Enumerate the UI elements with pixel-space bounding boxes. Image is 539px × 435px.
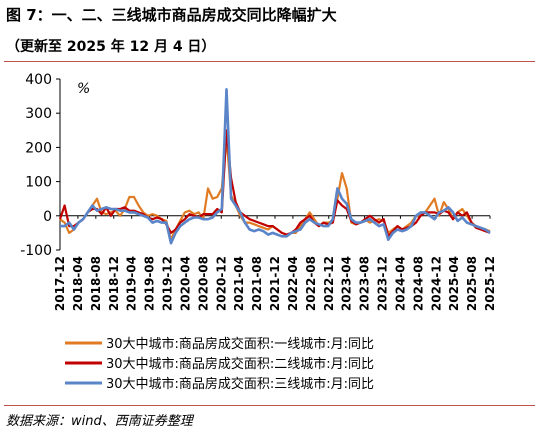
figure-title: 图 7：一、二、三线城市商品房成交同比降幅扩大 [6,6,337,24]
legend-label-3: 30大中城市:商品房成交面积:三线城市:月:同比 [106,376,374,392]
x-tick-label: 2020-04 [178,256,192,311]
x-tick-label: 2020-08 [196,256,210,311]
x-tick-label: 2022-04 [286,256,300,311]
x-tick-label: 2018-12 [107,256,121,311]
x-tick-label: 2021-08 [250,256,264,311]
x-tick-label: 2018-04 [71,256,85,311]
x-tick-label: 2018-08 [89,256,103,311]
source-note: 数据来源：wind、西南证券整理 [6,414,193,429]
series-line-2 [58,129,491,238]
legend-label-1: 30大中城市:商品房成交面积:一线城市:月:同比 [106,336,374,352]
unit-label: % [77,81,90,97]
x-tick-label: 2021-12 [268,256,282,311]
x-tick-label: 2025-04 [447,256,461,311]
x-tick-label: 2023-08 [358,256,372,311]
x-tick-label: 2025-08 [465,256,479,311]
top-divider [4,61,535,62]
series-line-3 [60,88,491,245]
x-tick-label: 2022-08 [304,256,318,311]
x-tick-label: 2019-04 [125,256,139,311]
x-tick-label: 2025-12 [483,256,497,311]
x-tick-label: 2019-08 [143,256,157,311]
x-tick-label: 2017-12 [53,256,67,311]
y-tick-label: 400 [25,72,52,88]
y-tick-label: -100 [20,243,52,259]
bottom-divider [4,405,535,406]
figure-subtitle: （更新至 2025 年 12 月 4 日） [6,39,216,55]
x-tick-label: 2024-08 [411,256,425,311]
y-tick-label: 300 [25,106,52,122]
series-line-1 [59,136,491,241]
x-axis: 2017-12 2018-04 2018-08 2018-12 2019-04 2019-… [53,215,497,311]
x-tick-label: 2019-12 [161,256,175,311]
y-tick-label: 200 [25,140,52,156]
x-tick-label: 2021-04 [232,256,246,311]
y-tick-label: 100 [25,175,52,191]
x-tick-label: 2023-12 [376,256,390,311]
x-tick-label: 2024-12 [429,256,443,311]
y-axis: -100 0 100 200 300 400% [20,72,90,259]
x-tick-label: 2022-12 [322,256,336,311]
legend-label-2: 30大中城市:商品房成交面积:二线城市:月:同比 [106,356,374,372]
x-tick-label: 2024-04 [393,256,407,311]
line-chart: -100 0 100 200 300 400% 2017-12 2018-04 2018-08… [20,72,497,392]
legend: 30大中城市:商品房成交面积:一线城市:月:同比 30大中城市:商品房成交面积:二… [65,336,374,392]
x-tick-label: 2023-04 [340,256,354,311]
y-tick-label: 0 [43,209,52,225]
series-layer [58,88,491,245]
x-tick-label: 2020-12 [214,256,228,311]
